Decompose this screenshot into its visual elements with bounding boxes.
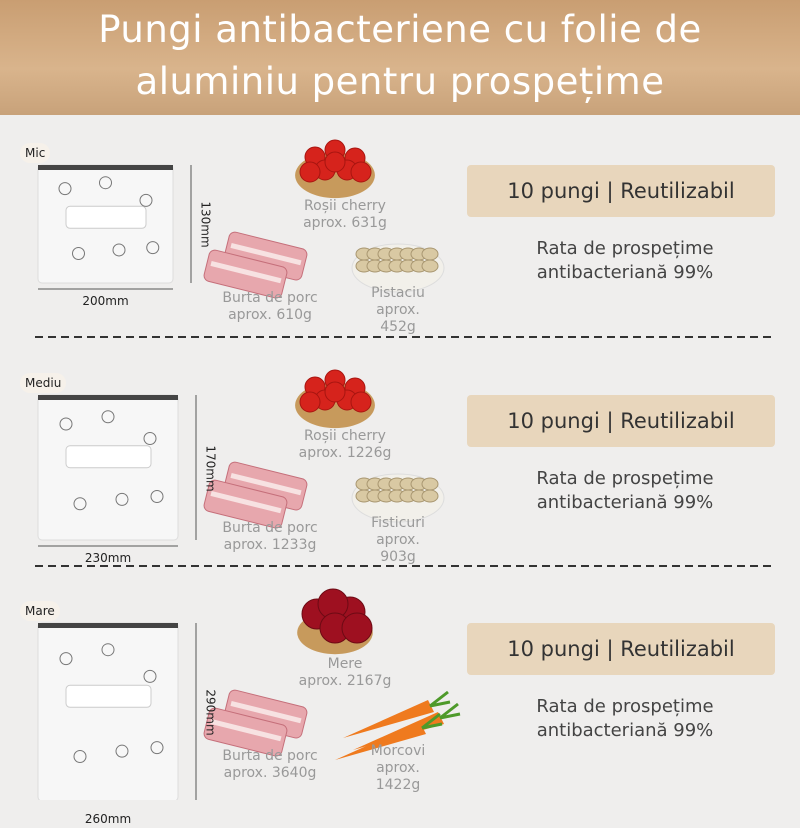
food-weight: aprox. 903g <box>376 532 420 565</box>
bag-doodle <box>73 497 87 511</box>
size-tag: Mediu <box>20 373 67 393</box>
bag-height: 170mm <box>203 444 218 492</box>
tomato <box>299 391 321 413</box>
bag-doodle <box>99 176 112 190</box>
bag-doodle <box>150 741 164 755</box>
bag-doodle <box>72 247 85 260</box>
fat-stripe <box>230 700 302 724</box>
food-weight: aprox. 1226g <box>298 445 392 461</box>
bag-doodle <box>101 643 115 657</box>
food-label: Fisticuri aprox. 903g <box>368 515 428 566</box>
food-label: Pistaciu aprox. 452g <box>368 285 428 336</box>
carrot-leaf <box>429 690 451 708</box>
tomato <box>350 391 372 413</box>
bag-doodle <box>143 432 157 445</box>
pistachio <box>421 247 439 261</box>
food-weight: aprox. 631g <box>303 215 387 231</box>
bag-label <box>65 445 152 469</box>
bag-width: 230mm <box>84 551 132 565</box>
food-label: Morcovi aprox. 1422g <box>368 743 428 794</box>
food-weight: aprox. 1422g <box>375 760 421 793</box>
food-name: Roșii cherry <box>304 198 386 214</box>
bag-doodle <box>146 241 160 255</box>
food-name: Roșii cherry <box>304 428 386 444</box>
header: Pungi antibacteriene cu folie de alumini… <box>0 0 800 115</box>
bag-label <box>65 205 147 229</box>
bag-width: 260mm <box>84 812 132 826</box>
food-label: Roșii cherry aprox. 1226g <box>290 428 400 462</box>
description: Rata de prospețime antibacteriană 99% <box>536 238 714 283</box>
food-name: Fisticuri <box>371 515 425 531</box>
bag-height: 130mm <box>198 201 213 248</box>
carrot-leaf <box>439 702 461 720</box>
tomato <box>350 161 372 183</box>
food-weight: aprox. 452g <box>376 302 420 335</box>
fat-stripe <box>210 718 282 742</box>
food-name: Burta de porc <box>222 748 318 764</box>
bag-doodle <box>112 243 126 257</box>
bag-doodle <box>115 492 129 506</box>
badge: 10 pungi | Reutilizabil <box>467 165 775 217</box>
bag-zip <box>38 623 178 628</box>
carrot-leaf <box>421 712 443 730</box>
description: Rata de prospețime antibacteriană 99% <box>536 696 714 741</box>
pistachio <box>421 489 439 503</box>
food-label: Burta de porc aprox. 610g <box>215 290 325 324</box>
badge: 10 pungi | Reutilizabil <box>467 623 775 675</box>
bag-doodle <box>59 417 73 431</box>
bag-doodle <box>143 669 157 683</box>
food-name: Burta de porc <box>222 520 318 536</box>
food-weight: aprox. 2167g <box>298 673 392 689</box>
food-weight: aprox. 3640g <box>223 765 317 781</box>
fat-stripe <box>230 242 302 266</box>
bag-doodle <box>150 490 164 503</box>
food-weight: aprox. 1233g <box>223 537 317 553</box>
fat-stripe <box>230 472 302 496</box>
tomato <box>299 161 321 183</box>
bag-doodle <box>73 750 87 763</box>
food-label: Burta de porc aprox. 3640g <box>215 748 325 782</box>
food-name: Pistaciu <box>371 285 425 301</box>
description: Rata de prospețime antibacteriană 99% <box>536 468 714 513</box>
bag <box>37 622 179 800</box>
bag-doodle <box>58 182 72 196</box>
title: Pungi antibacteriene cu folie de alumini… <box>98 8 702 103</box>
bag-width: 200mm <box>82 294 129 308</box>
size-tag: Mic <box>20 143 51 163</box>
carrot <box>343 700 434 738</box>
size-tag: Mare <box>20 601 60 621</box>
food-label: Roșii cherry aprox. 631g <box>290 198 400 232</box>
bag-doodle <box>115 744 129 758</box>
bag-label <box>65 684 152 708</box>
bag-zip <box>38 165 173 170</box>
tomato <box>324 381 346 403</box>
bag-doodle <box>101 410 115 424</box>
bag-doodle <box>59 652 73 666</box>
food-name: Burta de porc <box>222 290 318 306</box>
bag-height: 290mm <box>203 689 218 736</box>
pistachio <box>421 259 439 273</box>
food-name: Mere <box>327 656 363 672</box>
food-label: Burta de porc aprox. 1233g <box>215 520 325 554</box>
bag-doodle <box>139 193 153 207</box>
fat-stripe <box>210 260 282 284</box>
carrot <box>353 712 444 750</box>
apple <box>341 612 373 644</box>
illustrations <box>35 139 775 800</box>
food-weight: aprox. 610g <box>228 307 312 323</box>
pistachio <box>421 477 439 491</box>
carrot <box>335 722 426 760</box>
badge: 10 pungi | Reutilizabil <box>467 395 775 447</box>
food-label: Mere aprox. 2167g <box>290 656 400 690</box>
fat-stripe <box>210 490 282 514</box>
bag-zip <box>38 395 178 400</box>
tomato <box>324 151 346 173</box>
food-name: Morcovi <box>370 743 426 759</box>
